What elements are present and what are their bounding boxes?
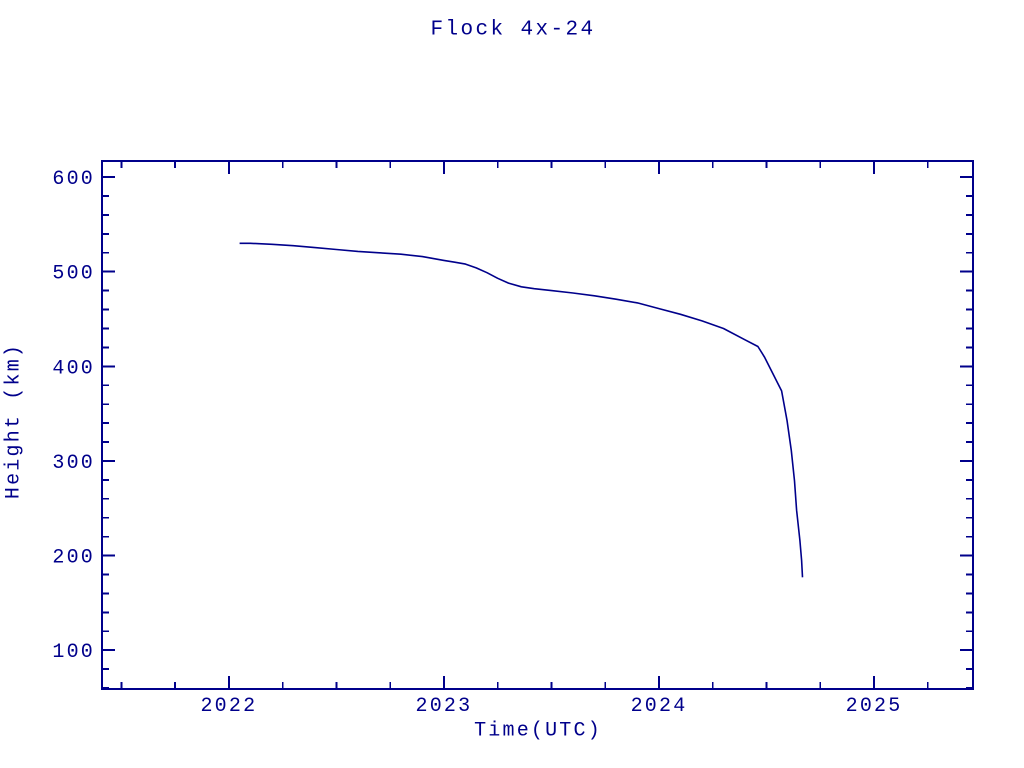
x-tick-label: 2022 — [200, 695, 257, 718]
y-tick-label: 500 — [52, 263, 95, 286]
y-axis-label: Height (km) — [2, 342, 26, 500]
chart-title: Flock 4x-24 — [430, 18, 596, 42]
y-tick-label: 400 — [52, 357, 95, 380]
height-decay-curve — [239, 242, 804, 578]
x-tick-label: 2023 — [416, 695, 473, 718]
x-tick-label: 2025 — [846, 695, 903, 718]
x-tick-label: 2024 — [631, 695, 688, 718]
x-axis-label: Time(UTC) — [474, 719, 602, 743]
y-tick-label: 300 — [52, 452, 95, 475]
plot-border — [101, 160, 974, 690]
y-tick-label: 100 — [52, 641, 95, 664]
y-tick-label: 200 — [52, 547, 95, 570]
y-tick-label: 600 — [52, 168, 95, 191]
